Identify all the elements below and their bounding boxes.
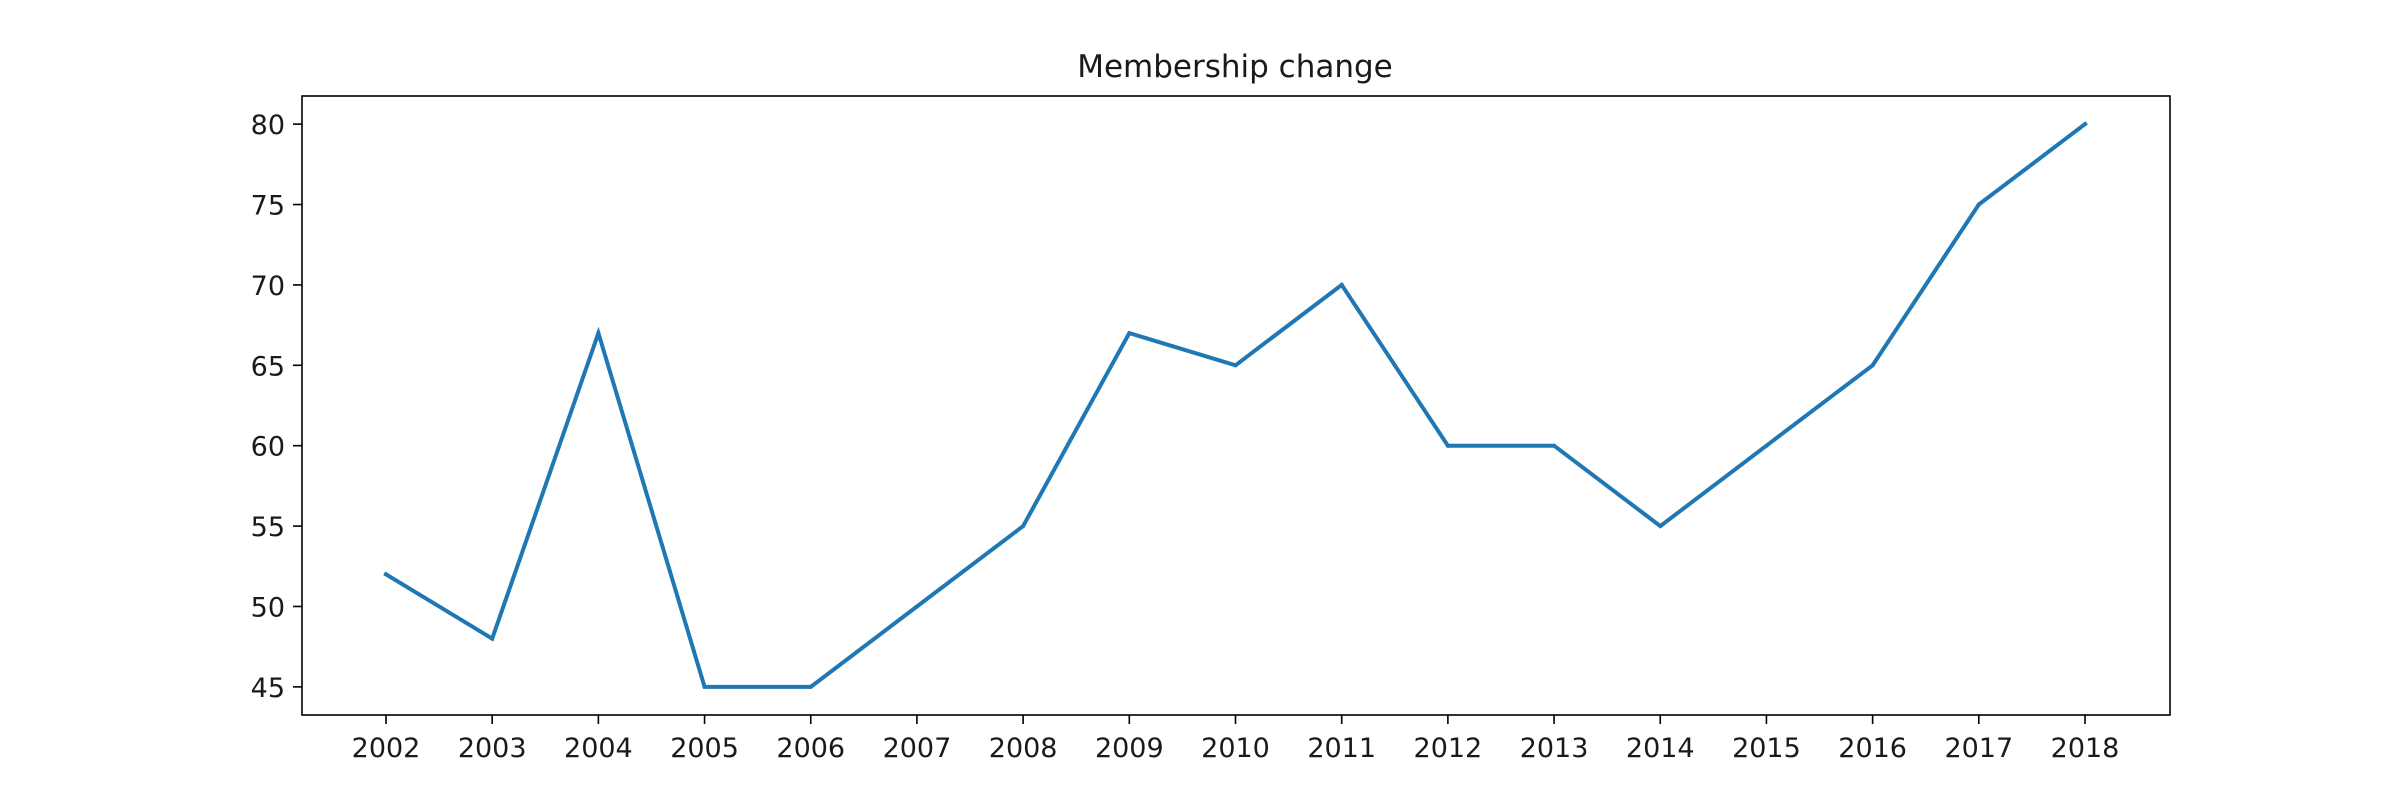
data-point [808,684,813,689]
x-tick-label: 2015 [1732,733,1801,764]
data-point [1764,443,1769,448]
y-tick-label: 70 [251,271,285,302]
x-tick-label: 2005 [670,733,739,764]
plot-frame [301,95,2171,716]
y-tick-label: 60 [251,432,285,463]
x-tick-label: 2011 [1307,733,1376,764]
data-point [1233,363,1238,368]
data-point [2083,122,2087,127]
y-tick-label: 80 [251,110,285,141]
data-point [914,604,919,609]
series-layer [383,121,2088,689]
data-point [490,636,495,641]
x-axis: 2002 2003 2004 2005 2006 2007 2008 2009 2010 2011… [352,715,2120,764]
data-point [1339,282,1344,287]
data-point [384,572,388,577]
y-tick-label: 45 [251,673,285,704]
x-tick-label: 2013 [1520,733,1589,764]
x-tick-label: 2016 [1838,733,1907,764]
x-tick-label: 2009 [1095,733,1164,764]
y-tick-label: 65 [251,351,285,382]
y-tick-label: 55 [251,512,285,543]
x-tick-label: 2018 [2051,733,2120,764]
data-point [702,684,707,689]
data-point [1021,524,1026,529]
data-point [1870,363,1875,368]
data-point [1445,443,1450,448]
data-point [1658,524,1663,529]
x-tick-label: 2006 [776,733,845,764]
data-point [1552,443,1557,448]
x-tick-label: 2007 [883,733,952,764]
y-tick-label: 75 [251,191,285,222]
x-tick-label: 2003 [458,733,527,764]
chart-title: Membership change [1077,49,1393,85]
x-tick-label: 2014 [1626,733,1695,764]
data-point [596,331,601,336]
data-point [1127,331,1132,336]
x-tick-label: 2012 [1414,733,1483,764]
x-tick-label: 2010 [1201,733,1270,764]
x-tick-label: 2002 [352,733,421,764]
x-tick-label: 2004 [564,733,633,764]
y-tick-label: 50 [251,592,285,623]
data-point [1976,202,1981,207]
y-axis: 45 50 55 60 65 70 75 80 [251,110,302,704]
x-tick-label: 2017 [1944,733,2013,764]
x-tick-label: 2008 [989,733,1058,764]
